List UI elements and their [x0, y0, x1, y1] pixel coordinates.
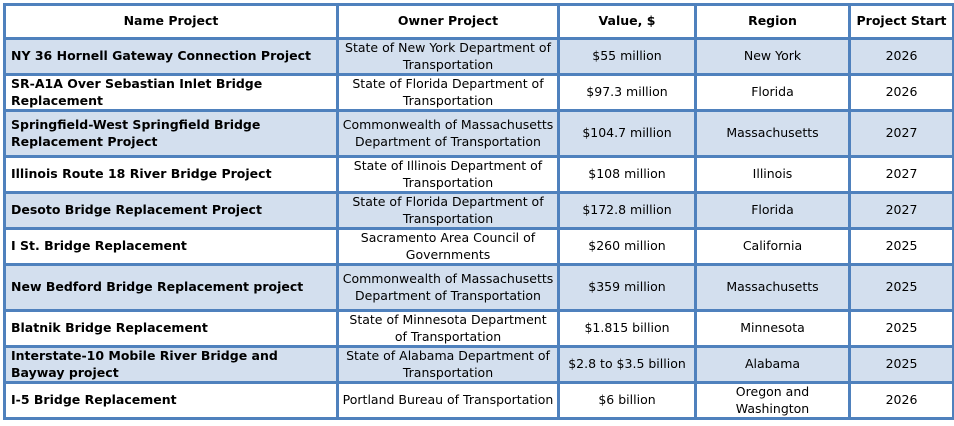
cell-value: $97.3 million: [557, 73, 697, 112]
cell-region: Oregon and Washington: [694, 381, 851, 420]
header-start: Project Start: [848, 3, 954, 40]
header-name: Name Project: [3, 3, 339, 40]
cell-value: $6 billion: [557, 381, 697, 420]
cell-name: I-5 Bridge Replacement: [3, 381, 339, 420]
cell-name: New Bedford Bridge Replacement project: [3, 263, 339, 312]
cell-start: 2025: [848, 309, 954, 348]
cell-owner: Sacramento Area Council of Governments: [336, 227, 560, 266]
table-row: NY 36 Hornell Gateway Connection Project…: [3, 37, 954, 76]
cell-value: $359 million: [557, 263, 697, 312]
cell-name: SR-A1A Over Sebastian Inlet Bridge Repla…: [3, 73, 339, 112]
cell-region: New York: [694, 37, 851, 76]
cell-region: Illinois: [694, 155, 851, 194]
cell-name: Desoto Bridge Replacement Project: [3, 191, 339, 230]
cell-owner: Commonwealth of Massachusetts Department…: [336, 109, 560, 158]
cell-start: 2027: [848, 191, 954, 230]
cell-name: Illinois Route 18 River Bridge Project: [3, 155, 339, 194]
cell-owner: State of Minnesota Department of Transpo…: [336, 309, 560, 348]
table-row: Blatnik Bridge Replacement State of Minne…: [3, 309, 954, 348]
cell-region: Florida: [694, 73, 851, 112]
cell-region: Florida: [694, 191, 851, 230]
table-row: Springfield-West Springfield Bridge Repl…: [3, 109, 954, 158]
cell-start: 2027: [848, 155, 954, 194]
cell-value: $2.8 to $3.5 billion: [557, 345, 697, 384]
cell-value: $55 million: [557, 37, 697, 76]
cell-start: 2025: [848, 345, 954, 384]
header-row: Name Project Owner Project Value, $ Regi…: [3, 3, 954, 40]
cell-owner: State of New York Department of Transpor…: [336, 37, 560, 76]
cell-region: Massachusetts: [694, 109, 851, 158]
cell-value: $172.8 million: [557, 191, 697, 230]
header-owner: Owner Project: [336, 3, 560, 40]
cell-start: 2025: [848, 263, 954, 312]
header-value: Value, $: [557, 3, 697, 40]
header-region: Region: [694, 3, 851, 40]
cell-region: California: [694, 227, 851, 266]
cell-value: $108 million: [557, 155, 697, 194]
cell-name: Springfield-West Springfield Bridge Repl…: [3, 109, 339, 158]
cell-start: 2026: [848, 73, 954, 112]
cell-owner: State of Florida Department of Transport…: [336, 73, 560, 112]
cell-start: 2026: [848, 381, 954, 420]
cell-start: 2027: [848, 109, 954, 158]
cell-owner: Commonwealth of Massachusetts Department…: [336, 263, 560, 312]
cell-region: Minnesota: [694, 309, 851, 348]
cell-start: 2025: [848, 227, 954, 266]
table-row: I-5 Bridge Replacement Portland Bureau of…: [3, 381, 954, 420]
cell-owner: State of Alabama Department of Transport…: [336, 345, 560, 384]
cell-name: I St. Bridge Replacement: [3, 227, 339, 266]
table-row: Illinois Route 18 River Bridge Project St…: [3, 155, 954, 194]
cell-name: Blatnik Bridge Replacement: [3, 309, 339, 348]
cell-value: $1.815 billion: [557, 309, 697, 348]
cell-name: NY 36 Hornell Gateway Connection Project: [3, 37, 339, 76]
cell-value: $260 million: [557, 227, 697, 266]
table-row: New Bedford Bridge Replacement project Co…: [3, 263, 954, 312]
cell-name: Interstate-10 Mobile River Bridge and Ba…: [3, 345, 339, 384]
table-row: Interstate-10 Mobile River Bridge and Ba…: [3, 345, 954, 384]
table-row: SR-A1A Over Sebastian Inlet Bridge Repla…: [3, 73, 954, 112]
projects-table: Name Project Owner Project Value, $ Regi…: [3, 3, 954, 420]
cell-region: Alabama: [694, 345, 851, 384]
cell-owner: Portland Bureau of Transportation: [336, 381, 560, 420]
cell-owner: State of Illinois Department of Transpor…: [336, 155, 560, 194]
table-row: I St. Bridge Replacement Sacramento Area …: [3, 227, 954, 266]
cell-owner: State of Florida Department of Transport…: [336, 191, 560, 230]
cell-start: 2026: [848, 37, 954, 76]
cell-region: Massachusetts: [694, 263, 851, 312]
table-row: Desoto Bridge Replacement Project State o…: [3, 191, 954, 230]
cell-value: $104.7 million: [557, 109, 697, 158]
